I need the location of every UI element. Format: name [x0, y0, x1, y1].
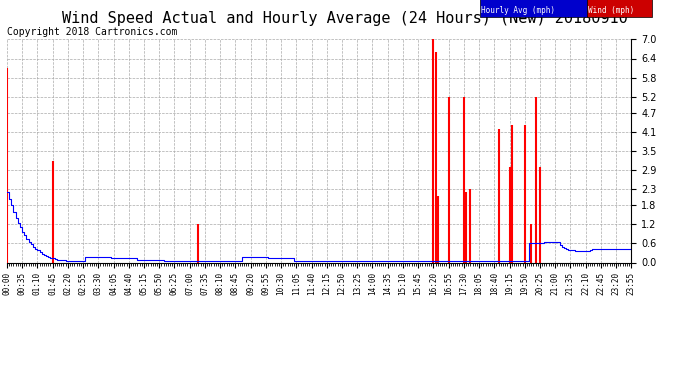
Text: Copyright 2018 Cartronics.com: Copyright 2018 Cartronics.com — [7, 27, 177, 37]
Text: Wind (mph): Wind (mph) — [588, 6, 634, 15]
Text: Wind Speed Actual and Hourly Average (24 Hours) (New) 20180910: Wind Speed Actual and Hourly Average (24… — [62, 11, 628, 26]
Text: Hourly Avg (mph): Hourly Avg (mph) — [481, 6, 555, 15]
